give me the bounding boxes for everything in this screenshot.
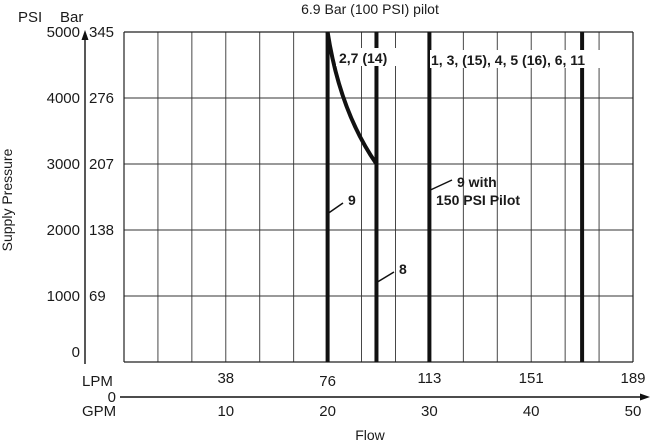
y-axis [81, 30, 89, 364]
y-tick-bar: 138 [89, 222, 114, 239]
x-tick-gpm: 20 [319, 403, 336, 420]
curve-label-bg [336, 48, 406, 66]
label-9-leader [328, 202, 344, 214]
lpm-unit-label: LPM [82, 373, 113, 390]
x-tick-lpm: 151 [519, 370, 544, 387]
x-tick-gpm: 50 [625, 403, 642, 420]
x-axis-title: Flow [355, 427, 385, 443]
y-tick-psi: 2000 [47, 222, 80, 239]
x-tick-lpm: 38 [217, 370, 234, 387]
x-tick-gpm: 0 [108, 389, 116, 406]
chart-title: 6.9 Bar (100 PSI) pilot [301, 1, 439, 17]
x-tick-labels: 0 10 20 30 40 50 38 76 113 151 189 [108, 370, 646, 420]
group-label: 1, 3, (15), 4, 5 (16), 6, 11 [431, 52, 585, 68]
x-tick-gpm: 30 [421, 403, 438, 420]
y-axis-arrow [81, 30, 89, 40]
x-axis-arrow [640, 393, 650, 401]
label-8: 8 [399, 261, 407, 277]
annotations: 2,7 (14) 1, 3, (15), 4, 5 (16), 6, 11 9 8 9 … [328, 48, 630, 283]
y-tick-psi: 1000 [47, 288, 80, 305]
x-tick-lpm: 189 [620, 370, 645, 387]
group-label-bg [430, 50, 630, 68]
y-tick-psi: 3000 [47, 156, 80, 173]
y-tick-psi: 0 [72, 344, 80, 361]
label-9-with-line2: 150 PSI Pilot [436, 192, 520, 208]
plot-border [123, 31, 634, 363]
y-tick-bar: 345 [89, 24, 114, 41]
psi-unit-label: PSI [18, 9, 42, 26]
bar-unit-label: Bar [60, 9, 83, 26]
label-9-with-leader [430, 179, 453, 191]
y-tick-psi: 5000 [47, 24, 80, 41]
y-tick-bar: 276 [89, 90, 114, 107]
label-8-leader [377, 271, 395, 283]
y-tick-bar: 69 [89, 288, 106, 305]
curve-label: 2,7 (14) [339, 50, 387, 66]
series-line-2-7-14 [325, 31, 379, 166]
label-9-with-line1: 9 with [457, 174, 497, 190]
series-lines [325, 31, 585, 362]
grid [124, 32, 633, 362]
y-tick-labels: 0 1000 2000 3000 4000 5000 69 138 207 276 345 [47, 24, 114, 361]
x-tick-gpm: 40 [523, 403, 540, 420]
x-tick-gpm: 10 [217, 403, 234, 420]
label-9: 9 [348, 192, 356, 208]
x-tick-lpm: 113 [417, 370, 441, 387]
y-axis-title: Supply Pressure [0, 148, 15, 251]
x-tick-lpm: 76 [319, 373, 336, 390]
y-tick-bar: 207 [89, 156, 114, 173]
y-axis-title-group: Supply Pressure [0, 148, 15, 251]
y-tick-psi: 4000 [47, 90, 80, 107]
x-axis [120, 393, 650, 401]
gpm-unit-label: GPM [82, 403, 116, 420]
